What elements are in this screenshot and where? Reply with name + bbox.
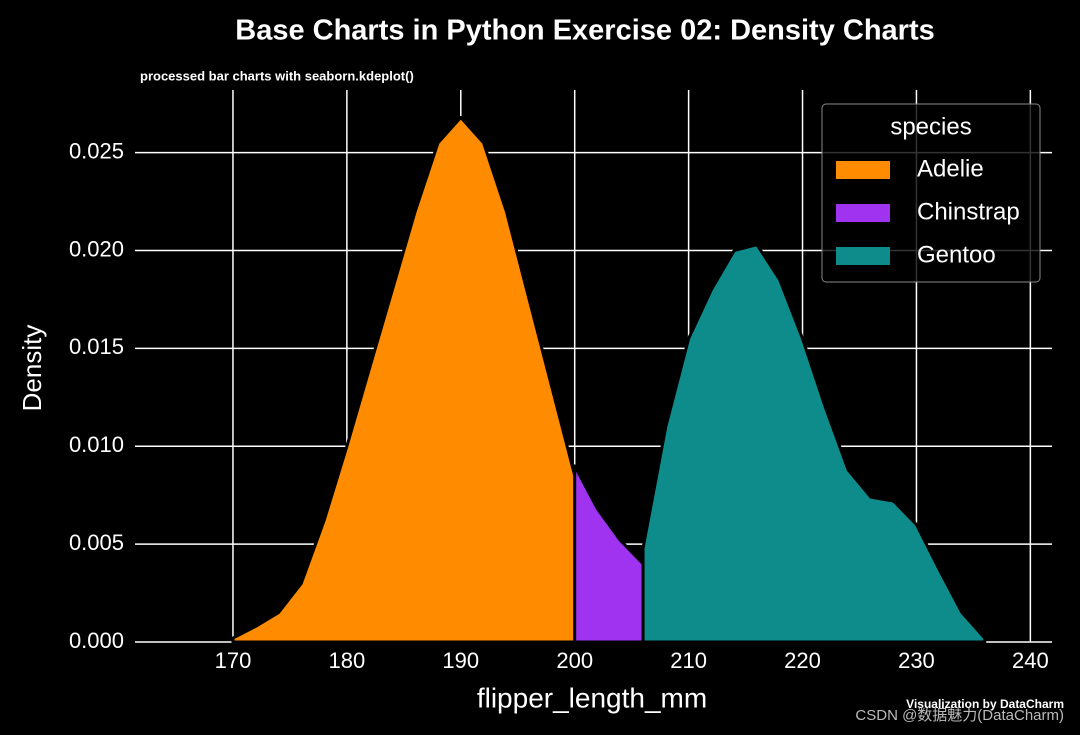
legend-swatch <box>836 247 890 265</box>
y-tick-label: 0.005 <box>69 530 124 555</box>
x-tick-label: 240 <box>1012 648 1049 673</box>
legend-label: Gentoo <box>917 241 996 268</box>
legend-swatch <box>836 161 890 179</box>
caption: Visualization by DataCharm <box>906 697 1064 711</box>
legend: species Adelie Chinstrap Gentoo <box>821 103 1041 283</box>
density-area <box>641 243 987 644</box>
y-tick-label: 0.020 <box>69 236 124 261</box>
y-tick-label: 0.025 <box>69 138 124 163</box>
x-tick-label: 210 <box>670 648 707 673</box>
y-tick-label: 0.015 <box>69 334 124 359</box>
areas <box>231 115 987 644</box>
x-tick-label: 230 <box>898 648 935 673</box>
watermark: CSDN @数据魅力(DataCharm) <box>855 707 1064 724</box>
x-tick-label: 220 <box>784 648 821 673</box>
y-axis-label: Density <box>17 325 47 412</box>
legend-label: Chinstrap <box>917 198 1020 225</box>
x-tick-label: 170 <box>215 648 252 673</box>
legend-label: Adelie <box>917 155 984 182</box>
x-axis-label: flipper_length_mm <box>477 682 707 713</box>
x-tick-label: 200 <box>556 648 593 673</box>
legend-box <box>821 103 1041 283</box>
x-tick-label: 190 <box>442 648 479 673</box>
x-tick-label: 180 <box>329 648 366 673</box>
chart-subtitle: processed bar charts with seaborn.kdeplo… <box>140 68 414 83</box>
y-tick-label: 0.000 <box>69 628 124 653</box>
legend-swatch <box>836 204 890 222</box>
chart-title: Base Charts in Python Exercise 02: Densi… <box>235 15 934 47</box>
y-tick-label: 0.010 <box>69 432 124 457</box>
legend-title: species <box>890 113 971 140</box>
